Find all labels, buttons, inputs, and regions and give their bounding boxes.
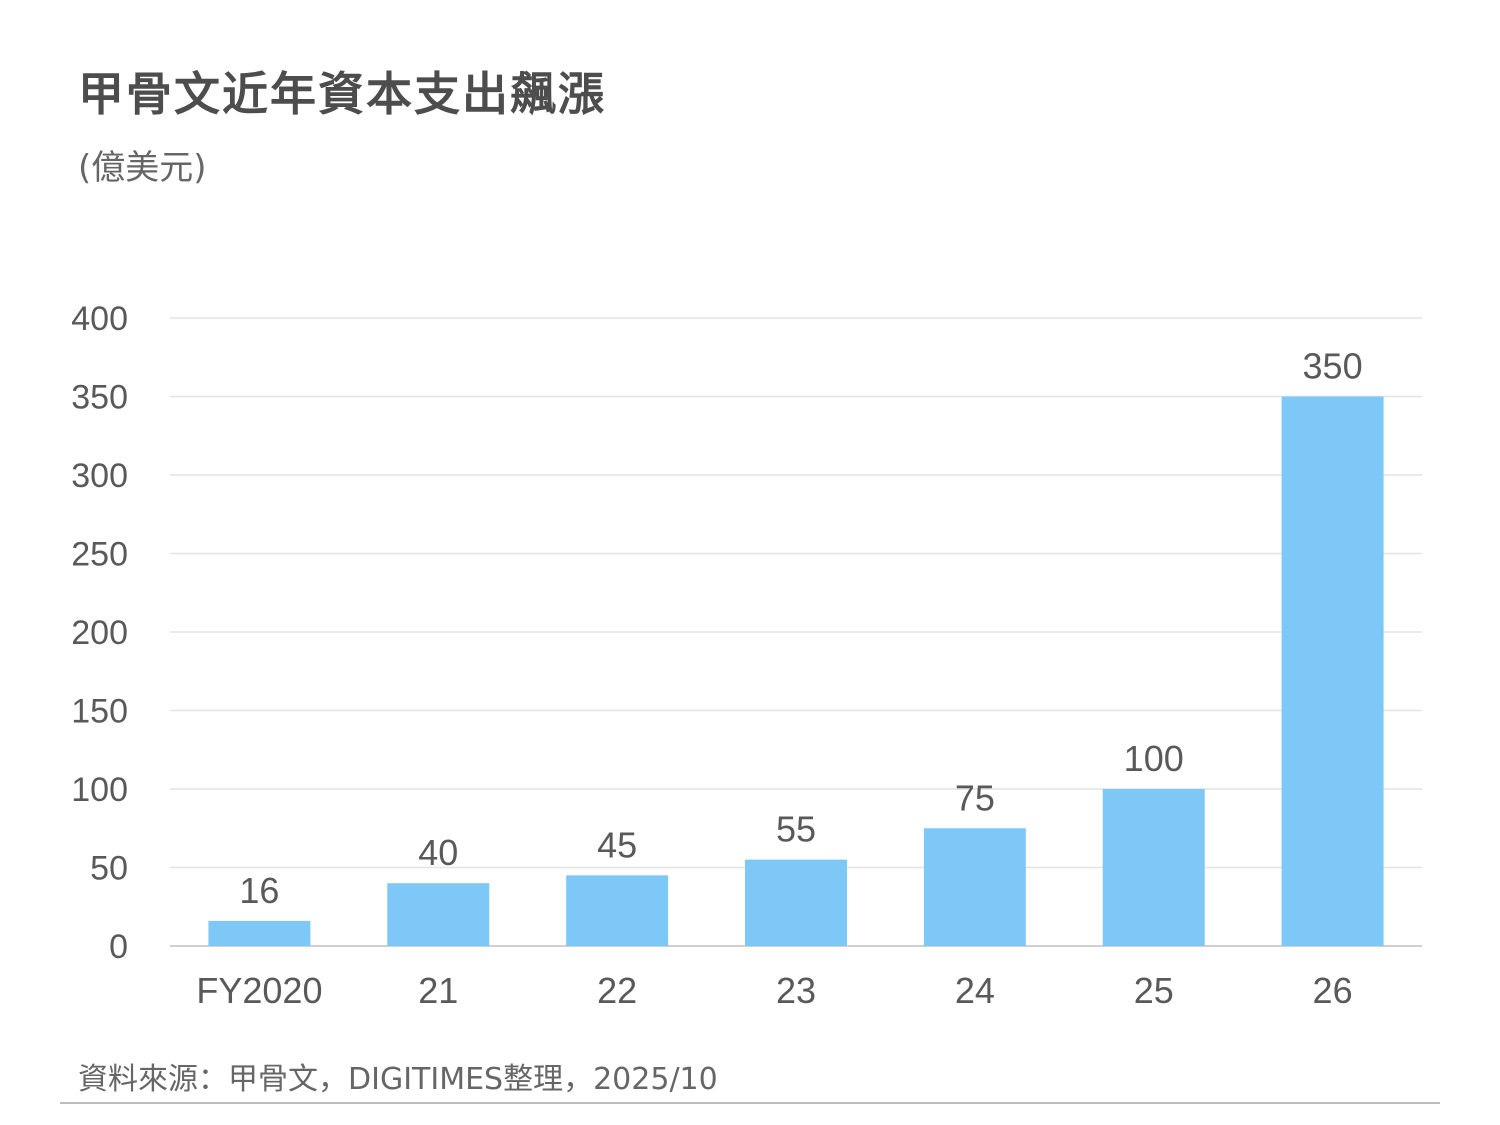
unit-label: (億美元) [78, 148, 207, 188]
data-labels: 16 40 45 55 75 100 350 [239, 346, 1362, 911]
bar [387, 883, 490, 946]
x-axis-ticks: FY2020 21 22 23 24 25 26 [196, 970, 1352, 1011]
data-label: 45 [597, 824, 637, 865]
x-tick-label: 26 [1313, 970, 1353, 1011]
x-tick-label: 24 [955, 970, 995, 1011]
x-tick-label: 23 [776, 970, 816, 1011]
x-tick-label: 21 [418, 970, 458, 1011]
data-label: 350 [1303, 346, 1363, 387]
chart-title: 甲骨文近年資本支出飆漲 [78, 67, 606, 121]
y-tick-label: 400 [71, 300, 128, 338]
bar [745, 859, 847, 946]
y-tick-label: 50 [90, 850, 128, 888]
data-label: 40 [418, 832, 458, 873]
y-tick-label: 300 [71, 457, 128, 495]
x-tick-label: 22 [597, 970, 637, 1011]
data-label: 100 [1124, 738, 1184, 779]
y-tick-label: 250 [71, 536, 128, 574]
y-tick-label: 0 [109, 928, 128, 966]
source-note: 資料來源：甲骨文，DIGITIMES整理，2025/10 [78, 1062, 718, 1097]
bottom-divider [60, 1102, 1440, 1104]
bar [1281, 396, 1384, 946]
gridlines [170, 317, 1422, 947]
bar [923, 828, 1026, 946]
x-tick-label: 25 [1134, 970, 1174, 1011]
y-tick-label: 350 [71, 379, 128, 417]
y-axis-ticks: 0 50 100 150 200 250 300 350 400 [71, 300, 128, 966]
data-label: 55 [776, 809, 816, 850]
bar [566, 875, 669, 946]
bar-chart: 0 50 100 150 200 250 300 350 400 16 40 45 55 75 100 35… [71, 300, 1422, 1011]
bars [208, 396, 1384, 946]
data-label: 75 [955, 777, 995, 818]
x-tick-label: FY2020 [196, 970, 322, 1011]
y-tick-label: 150 [71, 693, 128, 731]
y-tick-label: 100 [71, 771, 128, 809]
bar [1102, 789, 1205, 946]
data-label: 16 [239, 870, 279, 911]
bar [208, 920, 311, 946]
y-tick-label: 200 [71, 614, 128, 652]
